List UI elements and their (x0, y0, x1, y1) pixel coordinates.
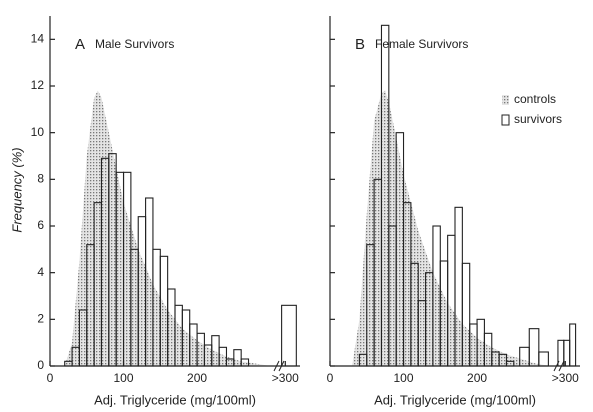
y-tick-label: 2 (37, 312, 44, 326)
x-tick-label: 100 (114, 371, 134, 385)
y-axis-label: Frequency (%) (9, 147, 24, 232)
y-tick-label: 14 (31, 32, 45, 46)
histogram-bar (281, 304, 297, 367)
controls-area (352, 90, 551, 367)
y-tick-label: 12 (31, 78, 45, 92)
x-tick-label: 100 (394, 371, 414, 385)
panel-title: Male Survivors (95, 37, 174, 51)
panel-title: Female Survivors (375, 37, 468, 51)
histogram-bar (528, 328, 540, 367)
axis-break (553, 360, 565, 372)
x-tick-label: >300 (272, 371, 299, 385)
x-tick-label: >300 (552, 371, 579, 385)
y-tick-label: 6 (37, 218, 44, 232)
histogram-bar (538, 351, 549, 367)
y-tick-label: 0 (37, 358, 44, 372)
y-tick-label: 4 (37, 265, 44, 279)
legend-label: controls (514, 92, 556, 106)
x-axis-label: Adj. Triglyceride (mg/100ml) (94, 392, 256, 407)
y-tick-label: 8 (37, 172, 44, 186)
x-tick-label: 200 (187, 371, 207, 385)
panel-label: A (75, 36, 85, 53)
x-axis-label: Adj. Triglyceride (mg/100ml) (374, 392, 536, 407)
x-tick-label: 0 (327, 371, 334, 385)
legend-swatch (501, 114, 510, 126)
axis-break (273, 360, 285, 372)
legend-swatch (502, 95, 509, 105)
panel-label: B (355, 36, 365, 53)
legend-label: survivors (514, 112, 562, 126)
x-tick-label: 0 (47, 371, 54, 385)
y-tick-label: 10 (31, 125, 45, 139)
x-tick-label: 200 (467, 371, 487, 385)
histogram-bar (569, 323, 577, 367)
